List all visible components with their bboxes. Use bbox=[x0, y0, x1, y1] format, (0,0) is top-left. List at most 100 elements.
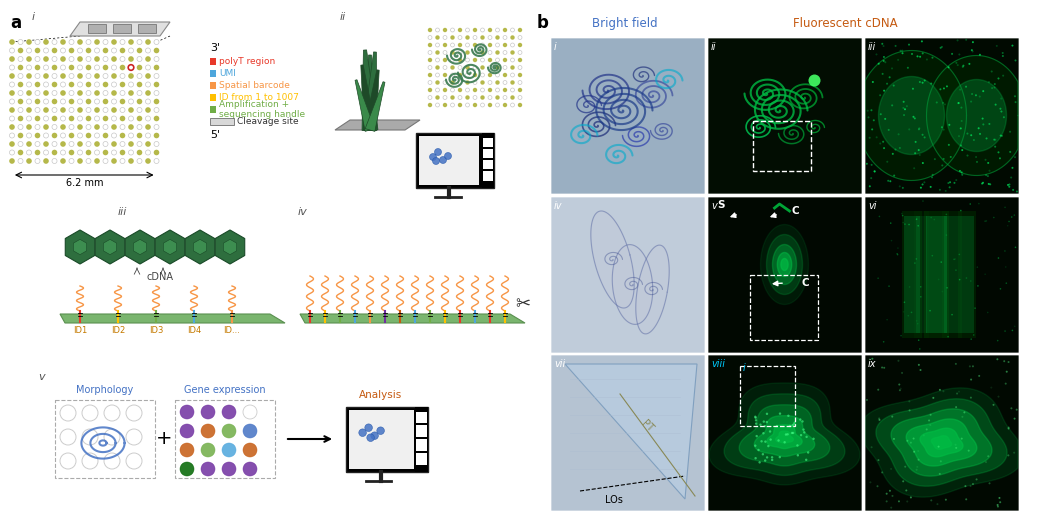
Circle shape bbox=[1008, 454, 1009, 457]
Circle shape bbox=[383, 414, 385, 417]
Circle shape bbox=[936, 503, 938, 505]
Circle shape bbox=[126, 405, 142, 421]
Circle shape bbox=[1009, 131, 1011, 133]
Polygon shape bbox=[777, 252, 792, 277]
Circle shape bbox=[908, 409, 910, 412]
Polygon shape bbox=[103, 239, 116, 255]
Circle shape bbox=[450, 35, 455, 40]
Text: Analysis: Analysis bbox=[358, 390, 402, 401]
Circle shape bbox=[44, 99, 49, 104]
Circle shape bbox=[374, 409, 376, 412]
Circle shape bbox=[926, 58, 928, 60]
Text: ii: ii bbox=[340, 12, 346, 22]
Circle shape bbox=[111, 73, 116, 79]
Circle shape bbox=[908, 400, 910, 402]
Circle shape bbox=[378, 448, 381, 450]
Circle shape bbox=[973, 334, 975, 336]
Circle shape bbox=[69, 159, 74, 163]
Circle shape bbox=[119, 108, 125, 113]
Circle shape bbox=[882, 141, 884, 143]
Circle shape bbox=[465, 95, 470, 100]
Circle shape bbox=[879, 216, 880, 217]
Circle shape bbox=[1011, 44, 1013, 47]
Circle shape bbox=[924, 181, 926, 184]
Circle shape bbox=[958, 135, 960, 137]
Circle shape bbox=[976, 478, 978, 480]
Circle shape bbox=[154, 73, 159, 79]
Circle shape bbox=[970, 338, 973, 340]
Circle shape bbox=[978, 127, 980, 129]
Circle shape bbox=[913, 168, 915, 169]
Circle shape bbox=[908, 43, 910, 45]
Circle shape bbox=[434, 151, 437, 154]
Circle shape bbox=[18, 99, 23, 104]
Circle shape bbox=[154, 116, 159, 121]
Circle shape bbox=[931, 176, 933, 178]
Circle shape bbox=[1001, 135, 1003, 137]
Circle shape bbox=[898, 133, 900, 135]
Bar bbox=[550, 196, 705, 353]
Circle shape bbox=[137, 39, 142, 44]
Circle shape bbox=[119, 82, 126, 87]
Circle shape bbox=[903, 101, 905, 103]
Circle shape bbox=[137, 116, 142, 121]
Circle shape bbox=[429, 166, 432, 169]
Circle shape bbox=[374, 423, 376, 426]
Polygon shape bbox=[781, 258, 789, 270]
Circle shape bbox=[420, 166, 423, 169]
Circle shape bbox=[77, 141, 83, 147]
Circle shape bbox=[432, 158, 439, 164]
Circle shape bbox=[145, 116, 151, 121]
Circle shape bbox=[451, 58, 454, 62]
Text: Morphology: Morphology bbox=[77, 385, 134, 395]
Text: C: C bbox=[802, 278, 809, 288]
Circle shape bbox=[895, 148, 897, 150]
Circle shape bbox=[510, 35, 514, 40]
Circle shape bbox=[893, 85, 895, 86]
Circle shape bbox=[996, 504, 998, 506]
Polygon shape bbox=[724, 394, 845, 476]
Circle shape bbox=[932, 397, 934, 399]
Circle shape bbox=[450, 65, 455, 70]
Circle shape bbox=[393, 443, 396, 446]
Circle shape bbox=[879, 94, 881, 96]
Circle shape bbox=[890, 507, 893, 509]
Text: b: b bbox=[537, 14, 549, 32]
Polygon shape bbox=[709, 383, 860, 485]
Circle shape bbox=[180, 462, 194, 476]
Circle shape bbox=[201, 405, 215, 419]
Circle shape bbox=[517, 43, 523, 47]
Circle shape bbox=[985, 461, 987, 463]
Circle shape bbox=[912, 88, 914, 90]
Circle shape bbox=[910, 442, 912, 444]
Circle shape bbox=[942, 102, 944, 104]
Circle shape bbox=[425, 146, 427, 149]
Circle shape bbox=[920, 187, 922, 189]
Circle shape bbox=[393, 419, 396, 421]
Circle shape bbox=[60, 116, 65, 121]
Circle shape bbox=[496, 95, 500, 100]
Circle shape bbox=[897, 254, 899, 255]
Circle shape bbox=[1005, 207, 1006, 208]
Circle shape bbox=[435, 73, 439, 77]
Bar bbox=[864, 196, 1019, 353]
Circle shape bbox=[69, 133, 75, 139]
Circle shape bbox=[975, 308, 976, 309]
Bar bbox=[749, 275, 818, 340]
Circle shape bbox=[878, 418, 880, 419]
Circle shape bbox=[761, 440, 763, 443]
Bar bbox=[902, 211, 922, 338]
Polygon shape bbox=[865, 388, 1018, 497]
Circle shape bbox=[954, 258, 955, 260]
Circle shape bbox=[44, 73, 49, 79]
Bar bbox=[416, 439, 427, 451]
Circle shape bbox=[487, 28, 492, 32]
Text: Cleavage site: Cleavage site bbox=[237, 117, 298, 126]
Circle shape bbox=[18, 56, 23, 62]
Text: vi: vi bbox=[868, 201, 877, 211]
Circle shape bbox=[961, 416, 963, 418]
Circle shape bbox=[480, 65, 485, 70]
Circle shape bbox=[903, 311, 904, 313]
Circle shape bbox=[359, 424, 362, 426]
Text: Bright field: Bright field bbox=[592, 17, 658, 30]
